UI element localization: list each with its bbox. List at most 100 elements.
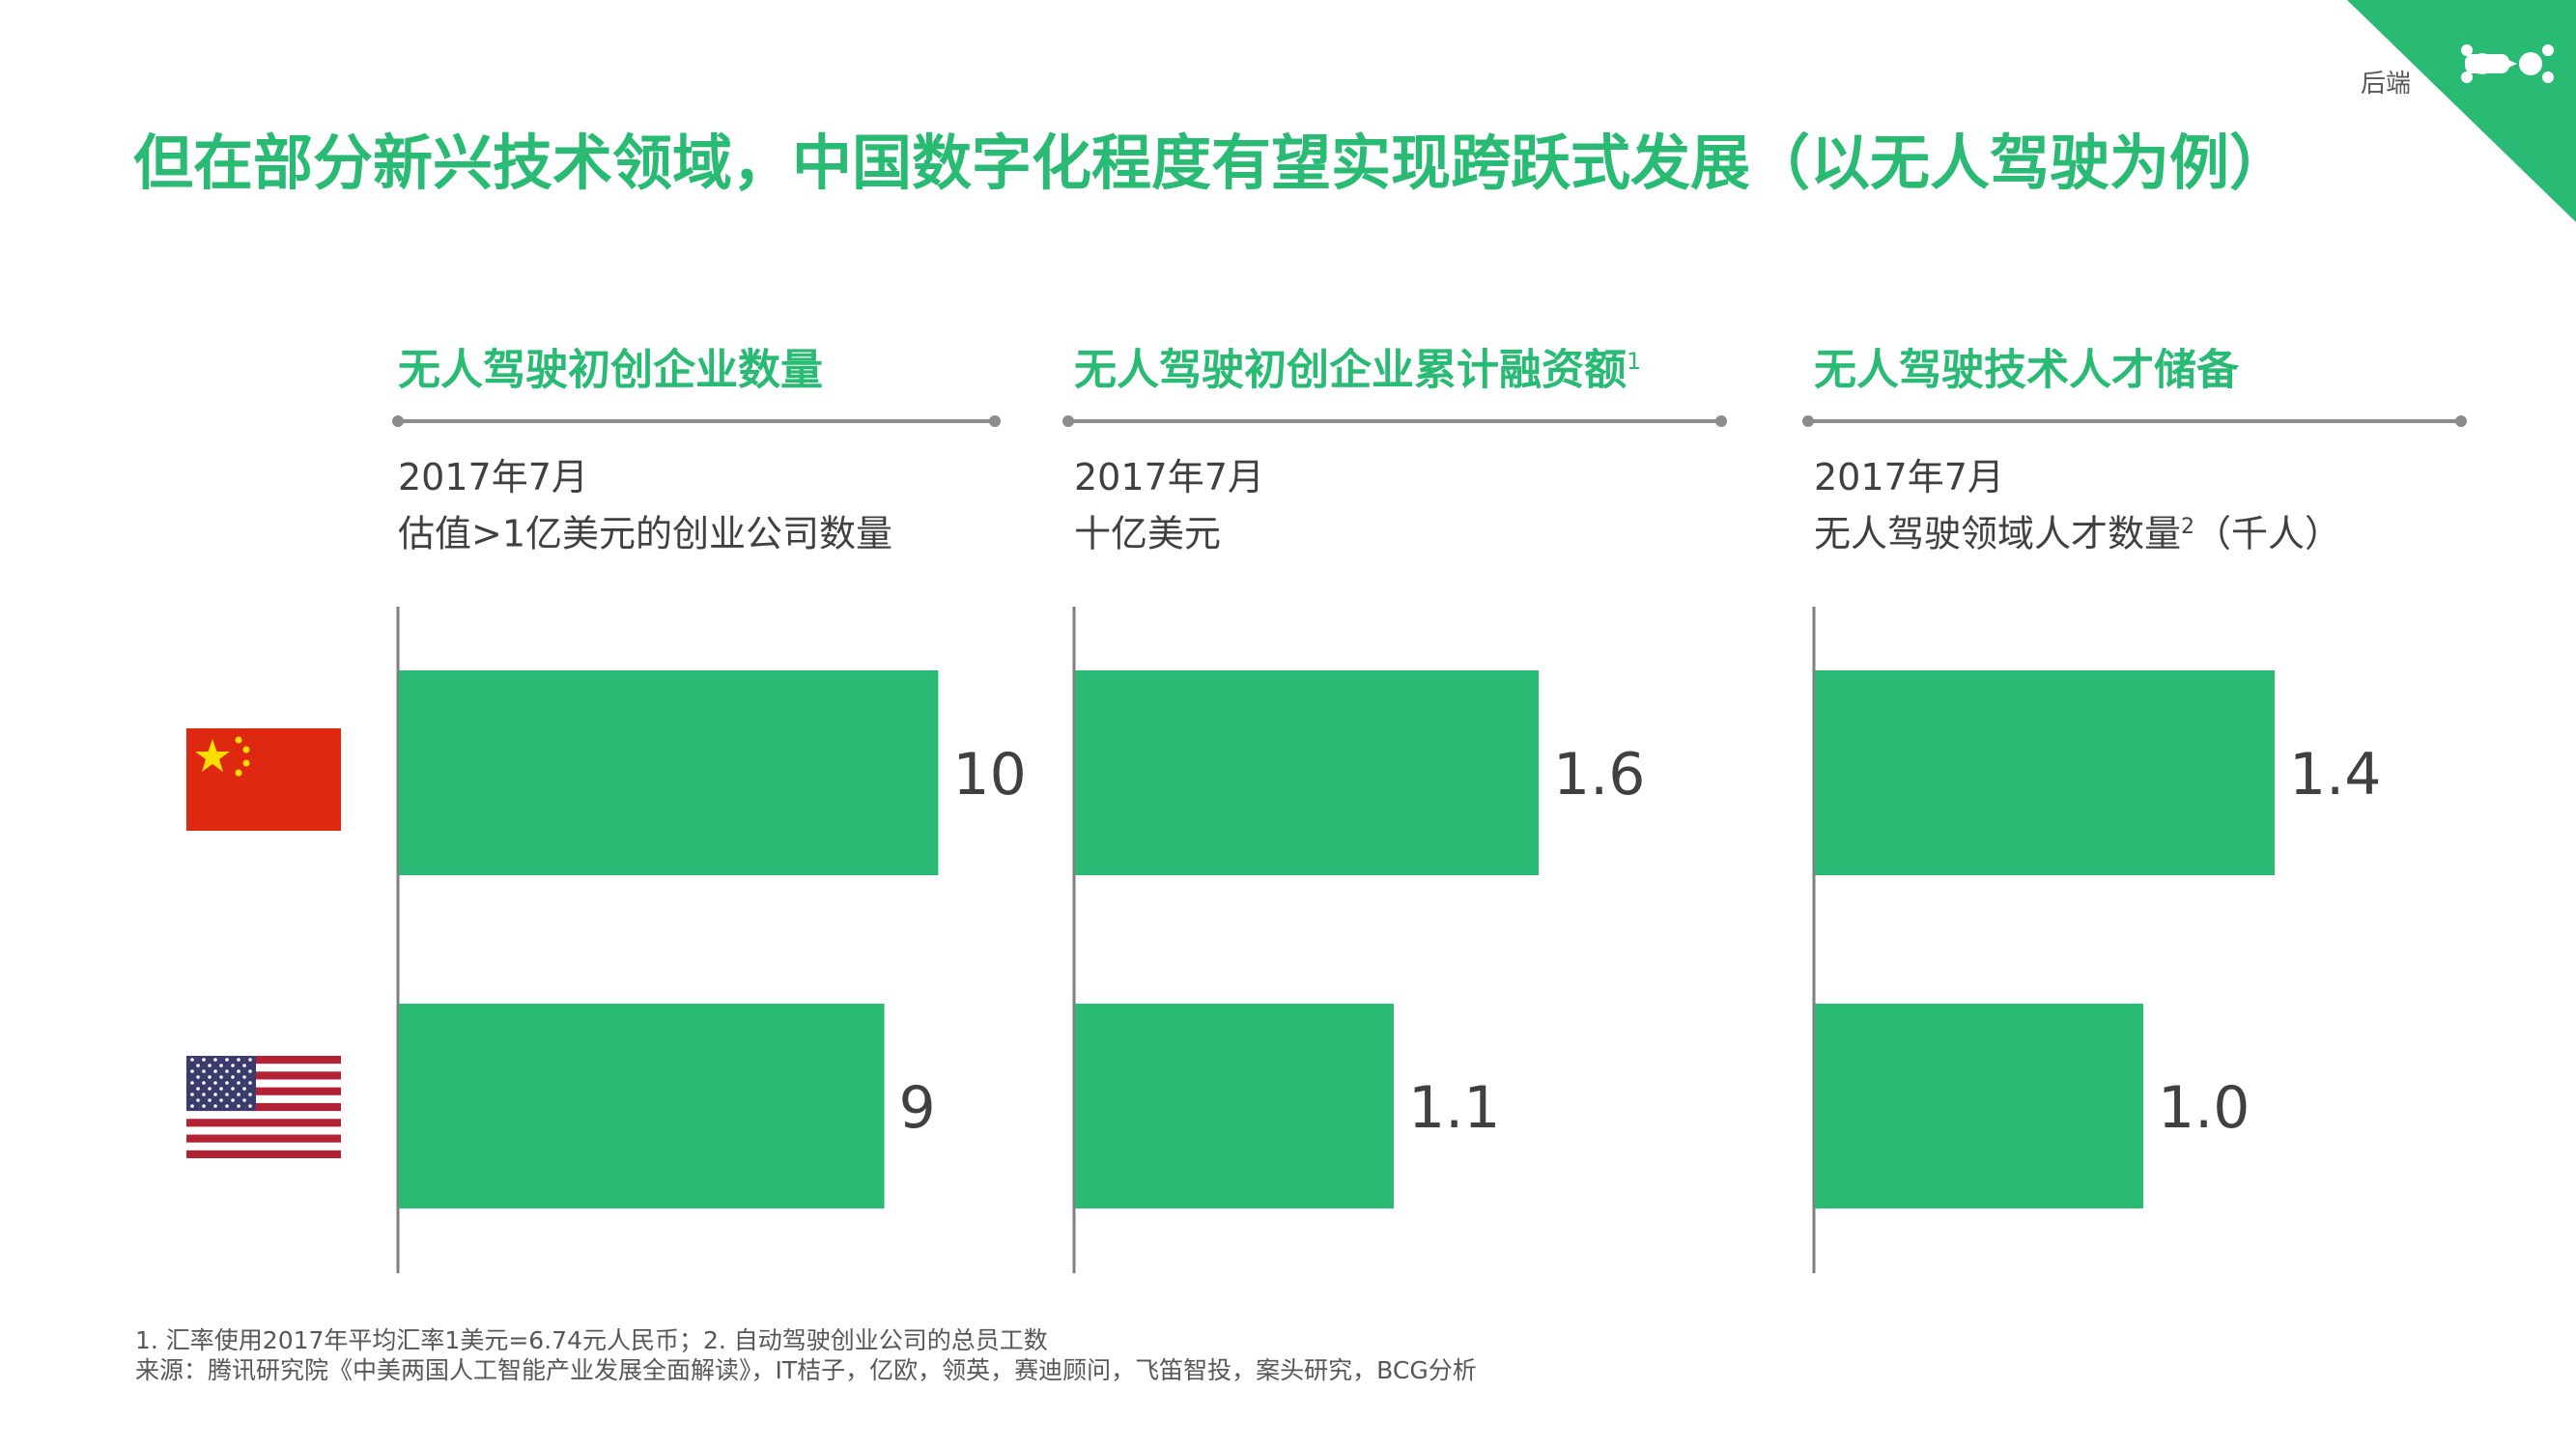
- bar-china: [399, 670, 939, 875]
- divider-dot-right: [989, 415, 1001, 427]
- panel-heading-funding: 无人驾驶初创企业累计融资额1: [1074, 332, 1641, 400]
- flag-stripe: [186, 1071, 341, 1080]
- flag-star: [225, 1058, 229, 1062]
- flag-star: [208, 1075, 212, 1079]
- divider-dot-right: [2455, 415, 2467, 427]
- panel-heading-text: 无人驾驶初创企业数量: [398, 345, 823, 395]
- flag-star: [237, 1104, 241, 1108]
- panel-unit-text: 无人驾驶领域人才数量: [1814, 512, 2182, 555]
- heading-footnote-mark: 1: [1627, 348, 1642, 375]
- bar-usa: [1075, 1004, 1394, 1208]
- flag-star: [242, 1098, 246, 1102]
- flag-star: [208, 1098, 212, 1102]
- unit-footnote-mark: 2: [2181, 515, 2195, 539]
- divider-dot-left: [1802, 415, 1814, 427]
- usa-flag-icon: [186, 1056, 341, 1158]
- flag-star: [202, 1069, 206, 1073]
- flag-star: [208, 1087, 212, 1091]
- flag-star: [225, 1104, 229, 1108]
- panel-unit-suffix: （千人）: [2194, 512, 2342, 555]
- flag-stripe: [186, 1056, 341, 1065]
- flag-star: [213, 1058, 217, 1062]
- divider-dot-right: [1715, 415, 1727, 427]
- flag-star: [219, 1098, 223, 1102]
- flag-star: [213, 1104, 217, 1108]
- value-label-usa: 1.0: [2158, 1074, 2250, 1142]
- panel-date: 2017年7月: [1074, 456, 1264, 498]
- flag-stripe: [186, 1134, 341, 1143]
- corner-label: 后端: [2360, 70, 2411, 99]
- flag-star: [213, 1069, 217, 1073]
- flag-star: [242, 1075, 246, 1079]
- panel-unit: 十亿美元: [1074, 502, 1221, 559]
- flag-stripe: [186, 1150, 341, 1158]
- panel-heading-text: 无人驾驶初创企业累计融资额: [1074, 345, 1627, 395]
- flag-star: [219, 1075, 223, 1079]
- slide-title: 但在部分新兴技术领域，中国数字化程度有望实现跨跃式发展（以无人驾驶为例）: [133, 128, 2290, 198]
- flag-star: [219, 1064, 223, 1067]
- panel-unit: 无人驾驶领域人才数量2（千人）: [1814, 502, 2341, 559]
- flag-star: [237, 1069, 241, 1073]
- flag-star: [196, 1075, 200, 1079]
- bar-usa: [399, 1004, 885, 1208]
- flag-star: [213, 1093, 217, 1096]
- flag-star: [219, 1087, 223, 1091]
- footnote-line-2: 来源：腾讯研究院《中美两国人工智能产业发展全面解读》，IT桔子，亿欧，领英，赛迪…: [135, 1356, 1477, 1384]
- flag-star: [231, 1098, 235, 1102]
- panel-unit-text: 估值>1亿美元的创业公司数量: [398, 512, 893, 555]
- value-label-china: 1.6: [1553, 741, 1645, 809]
- flag-star: [225, 1069, 229, 1073]
- flag-star: [242, 1064, 246, 1067]
- panel-heading-talent: 无人驾驶技术人才储备: [1814, 332, 2239, 400]
- flag-star: [237, 1058, 241, 1062]
- flag-star: [225, 1081, 229, 1085]
- flag-star: [248, 1058, 252, 1062]
- bar-china: [1815, 670, 2275, 875]
- flag-star: [190, 1104, 194, 1108]
- flag-star: [202, 1104, 206, 1108]
- flag-star: [208, 1064, 212, 1067]
- flag-star: [231, 1075, 235, 1079]
- flag-star: [237, 1093, 241, 1096]
- flag-star: [190, 1081, 194, 1085]
- panel-date: 2017年7月: [1814, 456, 2004, 498]
- flag-star: [248, 1093, 252, 1096]
- panel-unit: 估值>1亿美元的创业公司数量: [398, 502, 892, 559]
- flag-star: [242, 1087, 246, 1091]
- value-label-usa: 1.1: [1408, 1074, 1500, 1142]
- flag-star: [231, 1087, 235, 1091]
- flag-stripe: [186, 1087, 341, 1095]
- panel-unit-text: 十亿美元: [1074, 512, 1222, 555]
- flag-star: [213, 1081, 217, 1085]
- flag-star: [237, 1081, 241, 1085]
- flag-star: [202, 1058, 206, 1062]
- value-label-china: 1.4: [2289, 741, 2381, 809]
- panel-heading-text: 无人驾驶技术人才储备: [1814, 345, 2239, 395]
- panel-date: 2017年7月: [398, 456, 588, 498]
- flag-star: [190, 1069, 194, 1073]
- bar-usa: [1815, 1004, 2143, 1208]
- panel-heading-startups: 无人驾驶初创企业数量: [398, 332, 823, 400]
- divider-dot-left: [1062, 415, 1074, 427]
- divider-dot-left: [392, 415, 404, 427]
- flag-stripe: [186, 1119, 341, 1127]
- bar-china: [1075, 670, 1539, 875]
- value-label-china: 10: [952, 741, 1026, 809]
- china-flag-icon: [186, 728, 341, 831]
- flag-star: [248, 1104, 252, 1108]
- flag-star: [190, 1093, 194, 1096]
- flag-star: [225, 1093, 229, 1096]
- flag-stripe: [186, 1102, 341, 1112]
- flag-star: [248, 1069, 252, 1073]
- flag-star: [202, 1081, 206, 1085]
- flag-star: [231, 1064, 235, 1067]
- flag-star: [202, 1093, 206, 1096]
- flag-star: [196, 1087, 200, 1091]
- flag-star: [196, 1098, 200, 1102]
- flag-star: [190, 1058, 194, 1062]
- value-label-usa: 9: [899, 1074, 936, 1142]
- flag-star: [248, 1081, 252, 1085]
- flag-star: [196, 1064, 200, 1067]
